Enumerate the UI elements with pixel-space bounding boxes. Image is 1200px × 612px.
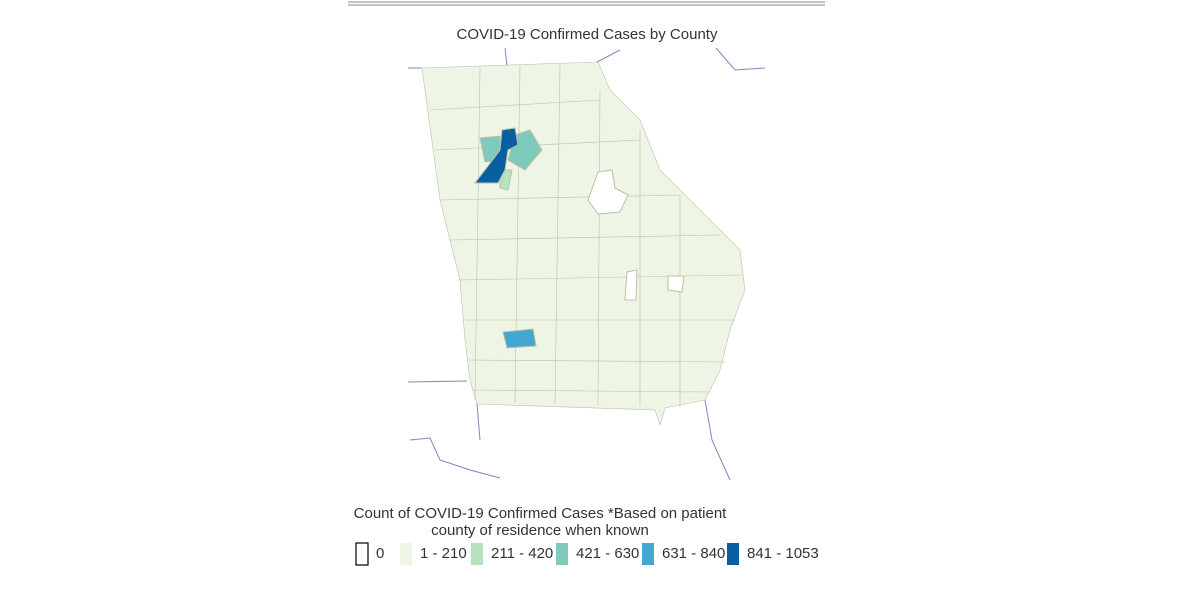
legend-label: 0 [376,545,384,562]
legend-label: 211 - 420 [491,545,553,562]
county [624,269,638,301]
map-title: COVID-19 Confirmed Cases by County [457,26,718,43]
county [473,127,519,184]
map [407,47,766,481]
county [587,169,629,215]
legend-label: 841 - 1053 [747,545,819,562]
legend-swatch [556,543,568,565]
legend-label: 1 - 210 [420,545,467,562]
county [667,275,685,293]
legend-title: Count of COVID-19 Confirmed Cases *Based… [354,505,728,522]
legend-swatch [727,543,739,565]
legend-label: 421 - 630 [576,545,639,562]
county [502,328,537,349]
state-shape [421,61,746,427]
legend-title: county of residence when known [431,522,649,539]
legend-swatch [355,542,369,566]
county [499,169,513,191]
legend-swatch [471,543,483,565]
legend-swatch [642,543,654,565]
legend: 0 1 - 210 211 - 420 421 - 630 631 - 840 841 -… [355,542,819,566]
legend-swatch [400,543,412,565]
legend-label: 631 - 840 [662,545,725,562]
